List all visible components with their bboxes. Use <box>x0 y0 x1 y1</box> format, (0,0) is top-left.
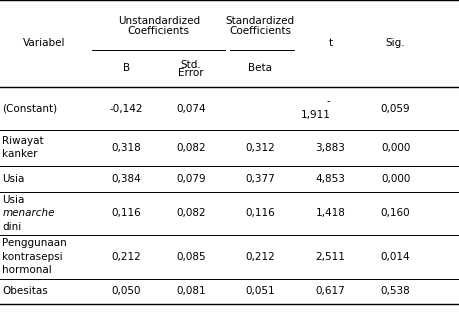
Text: Variabel: Variabel <box>22 38 65 49</box>
Text: 2,511: 2,511 <box>315 252 344 262</box>
Text: 0,081: 0,081 <box>176 286 205 297</box>
Text: 4,853: 4,853 <box>315 174 344 184</box>
Text: 0,617: 0,617 <box>315 286 344 297</box>
Text: 0,051: 0,051 <box>245 286 274 297</box>
Text: 0,318: 0,318 <box>112 143 141 153</box>
Text: 0,050: 0,050 <box>112 286 141 297</box>
Text: Usia: Usia <box>2 174 25 184</box>
Text: kontrasepsi: kontrasepsi <box>2 252 63 262</box>
Text: Unstandardized: Unstandardized <box>118 16 199 26</box>
Text: 0,000: 0,000 <box>380 143 409 153</box>
Text: 0,014: 0,014 <box>380 252 409 262</box>
Text: hormonal: hormonal <box>2 265 52 275</box>
Text: 0,082: 0,082 <box>176 143 205 153</box>
Text: menarche: menarche <box>2 208 55 218</box>
Text: Usia: Usia <box>2 195 25 205</box>
Text: 1,418: 1,418 <box>315 208 344 218</box>
Text: Penggunaan: Penggunaan <box>2 238 67 248</box>
Text: 0,212: 0,212 <box>245 252 274 262</box>
Text: Standardized: Standardized <box>225 16 294 26</box>
Text: Obesitas: Obesitas <box>2 286 48 297</box>
Text: 0,384: 0,384 <box>112 174 141 184</box>
Text: Beta: Beta <box>247 63 271 73</box>
Text: 0,312: 0,312 <box>245 143 274 153</box>
Text: (Constant): (Constant) <box>2 104 57 114</box>
Text: 0,074: 0,074 <box>176 104 205 114</box>
Text: 0,000: 0,000 <box>380 174 409 184</box>
Text: B: B <box>123 63 130 73</box>
Text: Riwayat: Riwayat <box>2 136 44 146</box>
Text: 0,377: 0,377 <box>245 174 274 184</box>
Text: 0,079: 0,079 <box>176 174 205 184</box>
Text: t: t <box>328 38 331 49</box>
Text: Sig.: Sig. <box>385 38 404 49</box>
Text: Coefficients: Coefficients <box>229 26 290 36</box>
Text: 3,883: 3,883 <box>315 143 344 153</box>
Text: 0,160: 0,160 <box>380 208 409 218</box>
Text: -0,142: -0,142 <box>110 104 143 114</box>
Text: 0,538: 0,538 <box>380 286 409 297</box>
Text: -: - <box>326 96 330 106</box>
Text: 0,116: 0,116 <box>245 208 274 218</box>
Text: Std.: Std. <box>180 60 201 70</box>
Text: kanker: kanker <box>2 149 38 159</box>
Text: Error: Error <box>178 68 203 78</box>
Text: dini: dini <box>2 222 22 232</box>
Text: 0,085: 0,085 <box>176 252 205 262</box>
Text: 1,911: 1,911 <box>300 110 330 120</box>
Text: 0,059: 0,059 <box>380 104 409 114</box>
Text: 0,082: 0,082 <box>176 208 205 218</box>
Text: 0,212: 0,212 <box>112 252 141 262</box>
Text: 0,116: 0,116 <box>112 208 141 218</box>
Text: Coefficients: Coefficients <box>128 26 189 36</box>
